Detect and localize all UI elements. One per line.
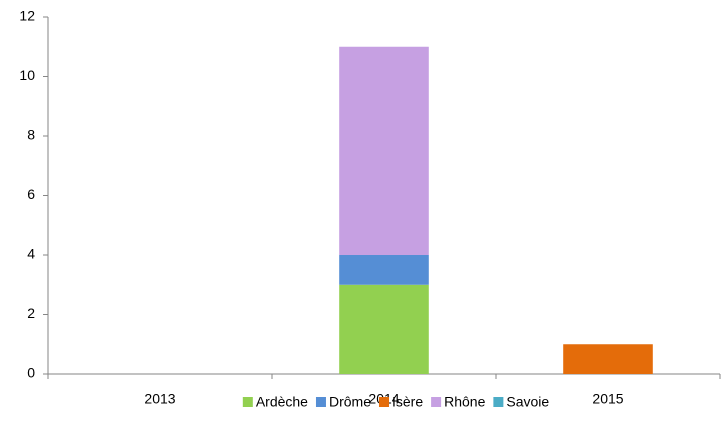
legend-swatch — [493, 397, 504, 407]
bar-segment — [563, 344, 653, 374]
y-tick-label: 2 — [27, 305, 35, 321]
bar-segment — [339, 284, 429, 374]
legend-swatch — [315, 397, 326, 407]
legend-swatch — [242, 397, 253, 407]
y-tick-label: 4 — [27, 246, 35, 262]
legend-label: Rhône — [444, 394, 485, 410]
legend-label: Savoie — [506, 394, 549, 410]
x-tick-label: 2013 — [144, 391, 175, 407]
bar-segment — [339, 255, 429, 285]
legend-label: Drôme — [329, 394, 371, 410]
y-tick-label: 12 — [19, 8, 35, 24]
bar-segment — [339, 46, 429, 255]
y-tick-label: 6 — [27, 186, 35, 202]
legend-swatch — [431, 397, 442, 407]
legend-label: Ardèche — [256, 394, 308, 410]
legend-swatch — [378, 397, 389, 407]
legend-label: Isère — [392, 394, 423, 410]
x-tick-label: 2015 — [592, 391, 623, 407]
y-tick-label: 8 — [27, 127, 35, 143]
y-tick-label: 0 — [27, 365, 35, 381]
y-tick-label: 10 — [19, 67, 35, 83]
